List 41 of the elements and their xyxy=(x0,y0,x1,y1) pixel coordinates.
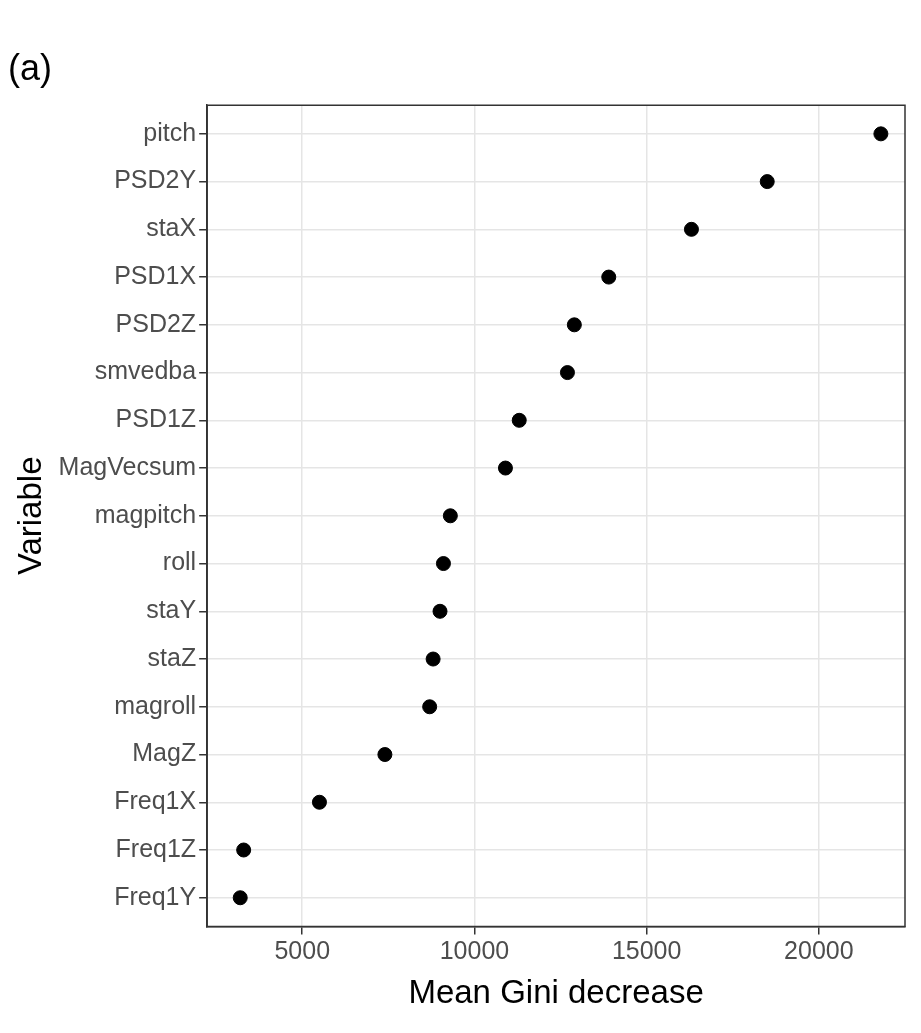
point xyxy=(759,174,775,190)
x-axis-title: Mean Gini decrease xyxy=(408,973,704,1011)
point xyxy=(425,651,441,667)
point xyxy=(497,460,513,476)
y-tick-label: staZ xyxy=(147,642,197,671)
y-tick-label: roll xyxy=(162,547,197,576)
y-tick-label: smvedba xyxy=(94,356,197,385)
y-tick-label: magroll xyxy=(114,690,197,719)
y-tick-label: magpitch xyxy=(94,499,197,528)
x-tick-label: 15000 xyxy=(611,936,682,965)
point xyxy=(442,508,458,524)
x-tick-label: 20000 xyxy=(784,936,854,965)
y-tick-label: Freq1Y xyxy=(114,881,197,910)
x-tick-label: 10000 xyxy=(439,936,510,965)
y-tick-label: MagZ xyxy=(132,738,197,767)
y-tick-label: PSD1X xyxy=(114,260,197,289)
y-tick-label: MagVecsum xyxy=(58,451,197,480)
point xyxy=(601,269,617,285)
point xyxy=(559,365,575,381)
y-tick-label: Freq1X xyxy=(114,786,197,815)
point xyxy=(422,699,438,715)
y-tick-label: PSD2Y xyxy=(114,165,197,194)
y-axis-title: Variable xyxy=(10,456,48,576)
point xyxy=(435,556,451,572)
x-tick-label: 5000 xyxy=(274,936,331,965)
point xyxy=(873,126,889,142)
y-tick-label: Freq1Z xyxy=(115,833,197,862)
y-tick-label: PSD2Z xyxy=(115,308,197,337)
y-tick-label: staX xyxy=(146,213,197,242)
point xyxy=(511,412,527,428)
point xyxy=(236,842,252,858)
point xyxy=(432,603,448,619)
chart-title: (a) xyxy=(8,46,52,88)
point xyxy=(232,890,248,906)
point xyxy=(377,747,393,763)
y-tick-label: staY xyxy=(146,595,197,624)
y-tick-label: PSD1Z xyxy=(115,404,197,433)
y-tick-label: pitch xyxy=(143,117,197,146)
point xyxy=(683,221,699,237)
point xyxy=(566,317,582,333)
point xyxy=(311,794,327,810)
